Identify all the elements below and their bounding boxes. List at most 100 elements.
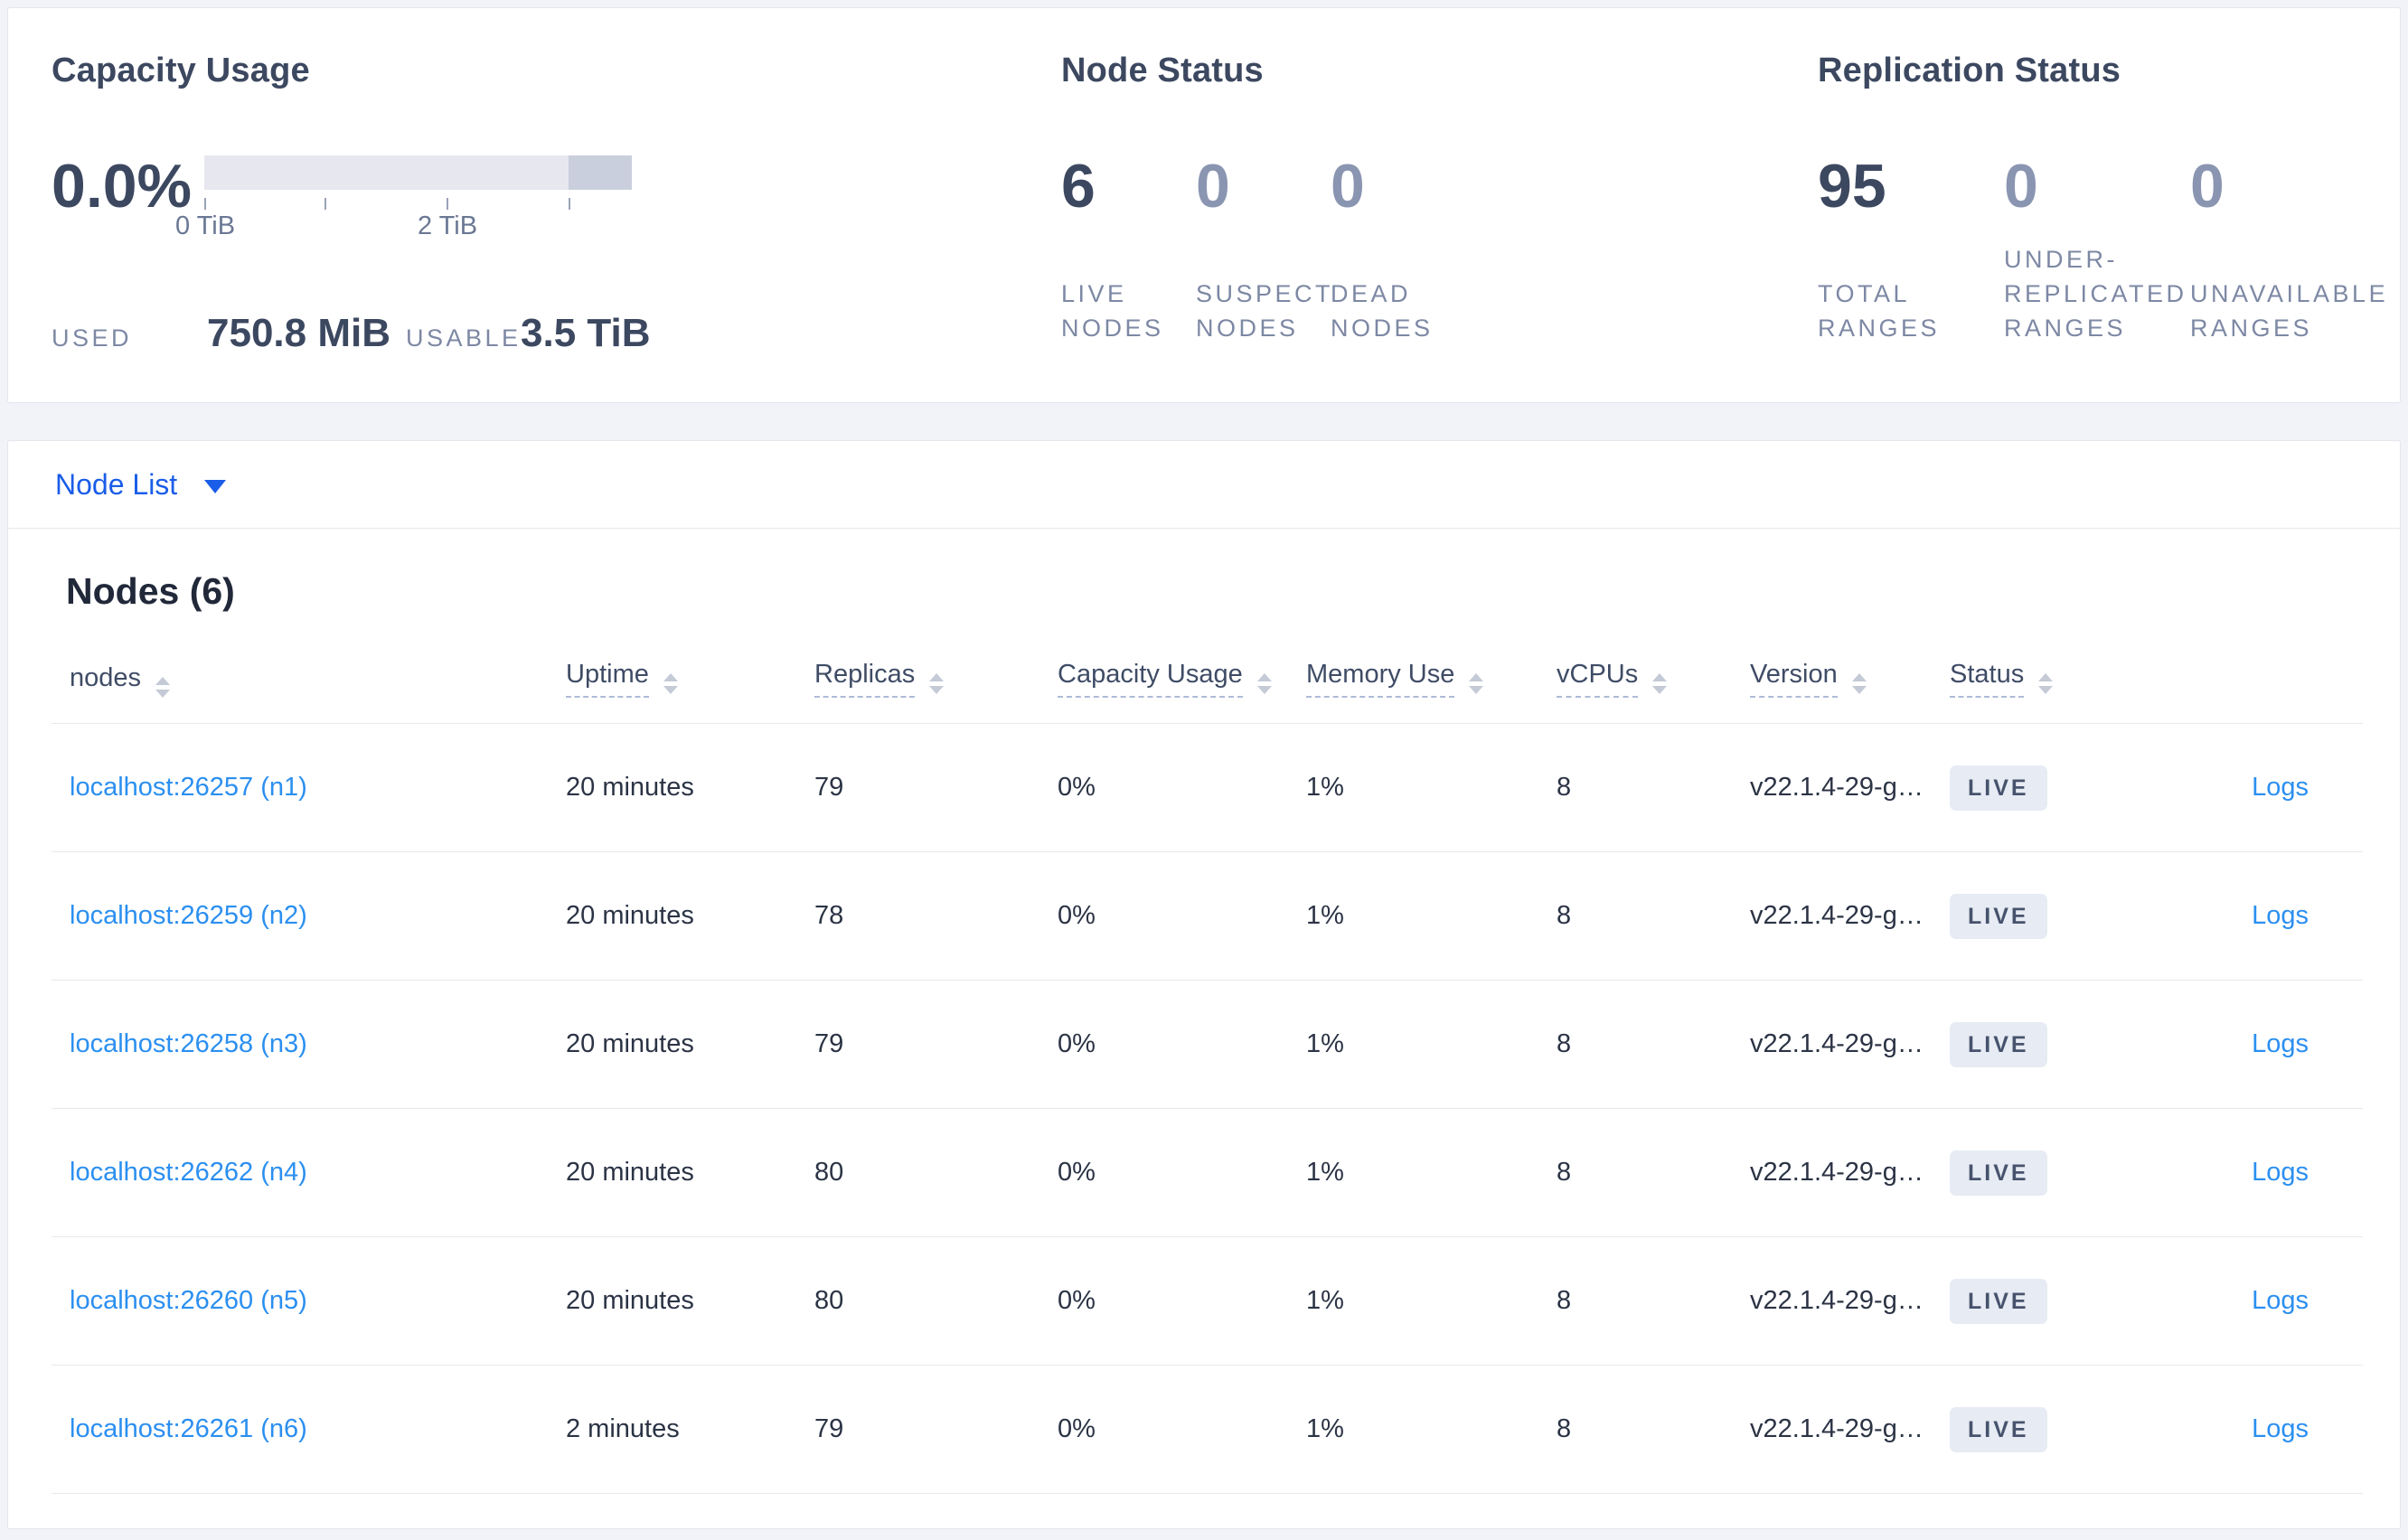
dead-nodes-stat: 0 DEAD NODES [1331,155,1465,345]
sort-arrows-icon[interactable] [1256,673,1272,694]
used-label: USED [52,324,133,352]
version-cell: v22.1.4-29-g… [1750,1414,1924,1443]
sort-arrows-icon[interactable] [1469,673,1484,694]
column-header-capacity-usage[interactable]: Capacity Usage [1058,660,1306,698]
column-header-nodes[interactable]: nodes [70,663,566,698]
node-list-dropdown-label[interactable]: Node List [55,467,178,501]
table-row: localhost:26259 (n2) 20 minutes 78 0% 1% 8 v22… [52,852,2363,981]
version-cell: v22.1.4-29-g… [1750,1158,1924,1187]
memory-use-cell: 1% [1306,773,1344,802]
nodes-table-header-row: nodes Uptime Replicas Capacity Usage Memory … [52,613,2363,724]
logs-link[interactable]: Logs [2252,1158,2309,1187]
status-badge: LIVE [1950,765,2047,811]
column-header-label[interactable]: vCPUs [1557,660,1639,698]
used-value: 750.8 MiB [207,311,390,355]
uptime-cell: 2 minutes [566,1414,680,1443]
node-address-link[interactable]: localhost:26260 (n5) [70,1286,307,1315]
capacity-usage-cell: 0% [1058,1158,1096,1187]
suspect-nodes-stat: 0 SUSPECT NODES [1196,155,1331,345]
column-header-label[interactable]: Status [1950,660,2025,698]
column-header-label[interactable]: nodes [70,663,142,692]
table-row: localhost:26257 (n1) 20 minutes 79 0% 1% 8 v22… [52,724,2363,852]
sort-arrows-icon[interactable] [929,673,945,694]
status-cell: LIVE [1950,1406,2132,1452]
node-address-link[interactable]: localhost:26261 (n6) [70,1414,307,1443]
sort-arrows-icon[interactable] [2038,673,2054,694]
replicas-cell: 79 [814,1414,844,1443]
nodes-count-heading: Nodes (6) [66,570,235,612]
column-header-label[interactable]: Uptime [566,660,649,698]
column-header-status[interactable]: Status [1950,660,2132,698]
logs-cell: Logs [2132,1286,2363,1316]
column-header-memory-use[interactable]: Memory Use [1306,660,1557,698]
vcpus-cell: 8 [1557,773,1572,802]
memory-use-cell: 1% [1306,1158,1344,1187]
uptime-cell: 20 minutes [566,901,694,930]
logs-cell: Logs [2132,1414,2363,1444]
node-address-link[interactable]: localhost:26259 (n2) [70,901,307,930]
capacity-usage-cell: 0% [1058,773,1096,802]
memory-use-cell: 1% [1306,1414,1344,1443]
column-header-label[interactable]: Capacity Usage [1058,660,1243,698]
uptime-cell: 20 minutes [566,1158,694,1187]
under-replicated-ranges-stat: 0 UNDER-REPLICATED RANGES [2004,155,2190,345]
dead-nodes-value: 0 [1331,152,1365,221]
capacity-usage-cell: 0% [1058,1029,1096,1058]
logs-link[interactable]: Logs [2252,1029,2309,1058]
vcpus-cell: 8 [1557,901,1572,930]
uptime-cell: 20 minutes [566,773,694,802]
node-list-panel: Node List Nodes (6) nodes Uptime Replicas C… [7,440,2401,1529]
capacity-bar-used-segment [569,155,632,190]
replication-status-title: Replication Status [1818,52,2121,89]
node-cell: localhost:26259 (n2) [70,901,566,931]
sort-arrows-icon[interactable] [663,673,678,694]
live-nodes-label: LIVE NODES [1061,280,1164,342]
status-badge: LIVE [1950,1406,2047,1452]
logs-link[interactable]: Logs [2252,1414,2309,1443]
cluster-summary-panel: Capacity Usage 0.0% 0 TiB 2 TiB [7,7,2401,403]
node-list-dropdown[interactable]: Node List [8,441,2400,529]
column-header-version[interactable]: Version [1750,660,1950,698]
capacity-usage-section: Capacity Usage 0.0% 0 TiB 2 TiB [52,52,1061,402]
node-address-link[interactable]: localhost:26262 (n4) [70,1158,307,1187]
version-cell: v22.1.4-29-g… [1750,773,1924,802]
column-header-label[interactable]: Memory Use [1306,660,1455,698]
total-ranges-stat: 95 TOTAL RANGES [1818,155,2004,345]
logs-link[interactable]: Logs [2252,901,2309,930]
memory-use-cell: 1% [1306,1029,1344,1058]
sort-arrows-icon[interactable] [155,677,171,698]
column-header-vcpus[interactable]: vCPUs [1557,660,1750,698]
uptime-cell: 20 minutes [566,1029,694,1058]
usable-value: 3.5 TiB [521,311,651,355]
sort-arrows-icon[interactable] [1652,673,1668,694]
capacity-axis-label-2: 2 TiB [417,211,478,240]
logs-link[interactable]: Logs [2252,773,2309,802]
replicas-cell: 79 [814,773,844,802]
status-badge: LIVE [1950,1021,2047,1067]
node-cell: localhost:26260 (n5) [70,1286,566,1316]
status-badge: LIVE [1950,1150,2047,1196]
logs-cell: Logs [2132,1029,2363,1059]
node-address-link[interactable]: localhost:26257 (n1) [70,773,307,802]
under-replicated-ranges-label: UNDER-REPLICATED RANGES [2004,246,2187,342]
node-address-link[interactable]: localhost:26258 (n3) [70,1029,307,1058]
status-cell: LIVE [1950,893,2132,939]
replication-status-section: Replication Status 95 TOTAL RANGES 0 UND… [1818,52,2400,402]
suspect-nodes-value: 0 [1196,152,1230,221]
usable-label: USABLE [406,324,522,352]
logs-link[interactable]: Logs [2252,1286,2309,1315]
unavailable-ranges-label: UNAVAILABLE RANGES [2190,280,2389,342]
status-cell: LIVE [1950,1021,2132,1067]
nodes-table: nodes Uptime Replicas Capacity Usage Memory … [52,613,2363,1494]
under-replicated-ranges-value: 0 [2004,152,2038,221]
column-header-uptime[interactable]: Uptime [566,660,814,698]
live-nodes-value: 6 [1061,152,1096,221]
column-header-label[interactable]: Replicas [814,660,916,698]
column-header-replicas[interactable]: Replicas [814,660,1058,698]
column-header-label[interactable]: Version [1750,660,1838,698]
sort-arrows-icon[interactable] [1851,673,1867,694]
capacity-usage-cell: 0% [1058,1286,1096,1315]
capacity-bar-chart: 0 TiB 2 TiB [175,155,632,242]
unavailable-ranges-stat: 0 UNAVAILABLE RANGES [2190,155,2389,345]
node-cell: localhost:26257 (n1) [70,773,566,803]
